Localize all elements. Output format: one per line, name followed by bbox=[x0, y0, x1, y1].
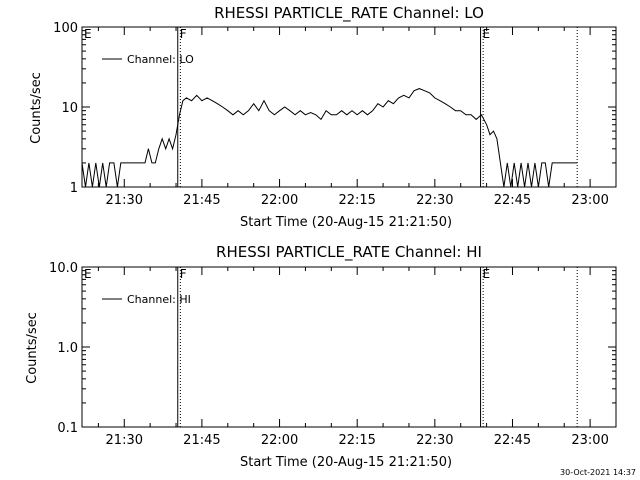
x-tick-label: 22:45 bbox=[494, 433, 531, 448]
legend-label: Channel: HI bbox=[127, 293, 191, 306]
y-axis-label: Counts/sec bbox=[25, 312, 40, 384]
x-tick-label: 21:30 bbox=[106, 433, 143, 448]
x-tick-label: 21:30 bbox=[106, 193, 143, 208]
chart-lo-channel: RHESSI PARTICLE_RATE Channel: LO Start T… bbox=[29, 4, 617, 230]
x-axis-label: Start Time (20-Aug-15 21:21:50) bbox=[240, 455, 452, 470]
footer-timestamp: 30-Oct-2021 14:37 bbox=[560, 468, 636, 477]
x-tick-label: 22:15 bbox=[338, 433, 375, 448]
x-tick-label: 22:30 bbox=[416, 193, 453, 208]
x-axis-label: Start Time (20-Aug-15 21:21:50) bbox=[240, 215, 452, 230]
x-tick-label: 23:00 bbox=[571, 193, 608, 208]
y-tick-label: 100 bbox=[53, 21, 78, 36]
x-tick-label: 22:00 bbox=[261, 193, 298, 208]
plot-frame bbox=[81, 26, 617, 188]
chart-title: RHESSI PARTICLE_RATE Channel: HI bbox=[216, 243, 482, 262]
x-tick-label: 22:15 bbox=[338, 193, 375, 208]
legend-label: Channel: LO bbox=[127, 53, 194, 66]
y-tick-label: 10.0 bbox=[49, 261, 78, 276]
event-marker-label: E bbox=[483, 27, 491, 41]
x-tick-label: 22:30 bbox=[416, 433, 453, 448]
y-tick-label: 1 bbox=[70, 181, 78, 196]
y-tick-label: 10 bbox=[61, 101, 78, 116]
x-tick-label: 21:45 bbox=[183, 193, 220, 208]
event-marker-label: F bbox=[180, 267, 187, 281]
y-tick-label: 0.1 bbox=[57, 421, 78, 436]
event-marker-label: E bbox=[483, 267, 491, 281]
y-tick-label: 1.0 bbox=[57, 341, 78, 356]
x-tick-label: 22:00 bbox=[261, 433, 298, 448]
plot-frame bbox=[81, 266, 617, 428]
chart-title: RHESSI PARTICLE_RATE Channel: LO bbox=[214, 4, 484, 23]
x-tick-label: 22:45 bbox=[494, 193, 531, 208]
x-tick-label: 21:45 bbox=[183, 433, 220, 448]
chart-hi-channel: RHESSI PARTICLE_RATE Channel: HI Start T… bbox=[25, 243, 617, 470]
x-tick-label: 23:00 bbox=[571, 433, 608, 448]
y-axis-label: Counts/sec bbox=[29, 72, 44, 144]
event-marker-label: F bbox=[180, 27, 187, 41]
event-marker-label: E bbox=[84, 27, 92, 41]
series-line bbox=[81, 88, 578, 188]
event-marker-label: E bbox=[84, 267, 92, 281]
